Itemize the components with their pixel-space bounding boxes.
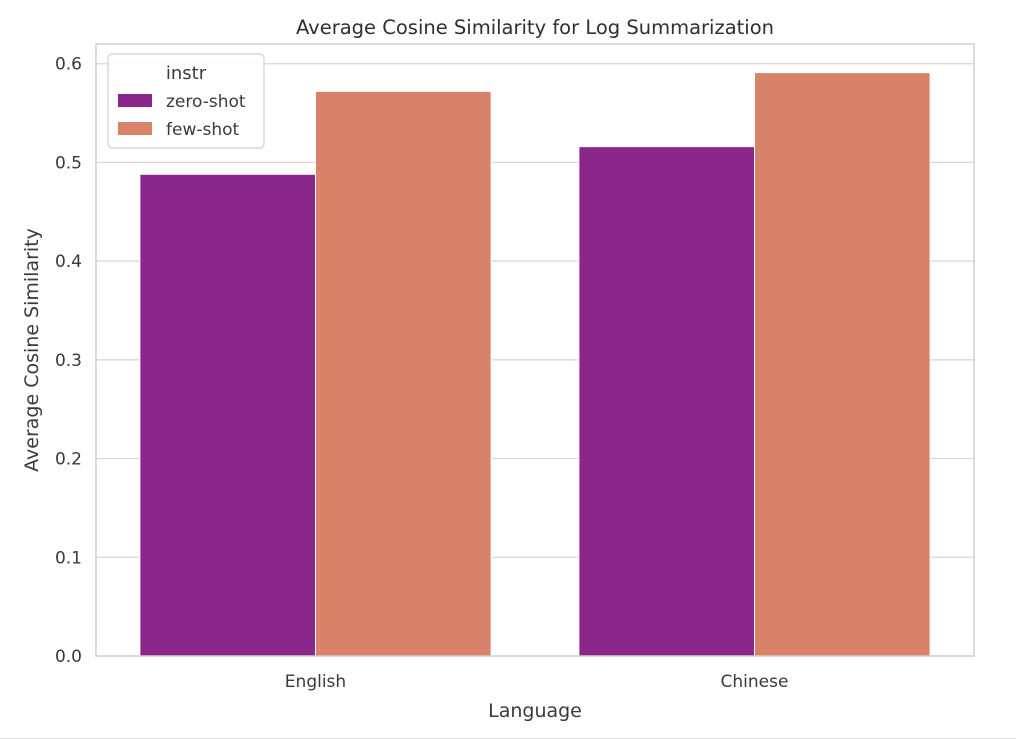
y-tick-label: 0.0 xyxy=(55,647,82,667)
y-axis-label: Average Cosine Similarity xyxy=(21,228,43,472)
y-tick-label: 0.2 xyxy=(55,450,82,470)
y-tick-label: 0.3 xyxy=(55,351,82,371)
bottom-divider xyxy=(0,738,1016,739)
legend-label-zero-shot: zero-shot xyxy=(166,92,246,112)
x-tick-label: English xyxy=(285,672,346,692)
bar-few-shot-chinese xyxy=(754,72,931,657)
bar-zero-shot-english xyxy=(139,173,316,657)
y-tick-label: 0.5 xyxy=(55,153,82,173)
chart-title: Average Cosine Similarity for Log Summar… xyxy=(296,16,774,39)
legend-swatch-few-shot xyxy=(118,122,152,135)
bar-zero-shot-chinese xyxy=(578,146,756,657)
legend-label-few-shot: few-shot xyxy=(166,120,240,140)
x-tick-label: Chinese xyxy=(721,672,789,692)
y-tick-label: 0.6 xyxy=(55,55,82,75)
bar-few-shot-english xyxy=(315,90,492,657)
plot-frame xyxy=(95,43,975,657)
legend-title: instr xyxy=(166,63,207,84)
y-tick-label: 0.1 xyxy=(55,548,82,568)
x-axis-label: Language xyxy=(488,700,582,722)
y-tick-label: 0.4 xyxy=(55,252,82,272)
legend-swatch-zero-shot xyxy=(118,94,152,107)
